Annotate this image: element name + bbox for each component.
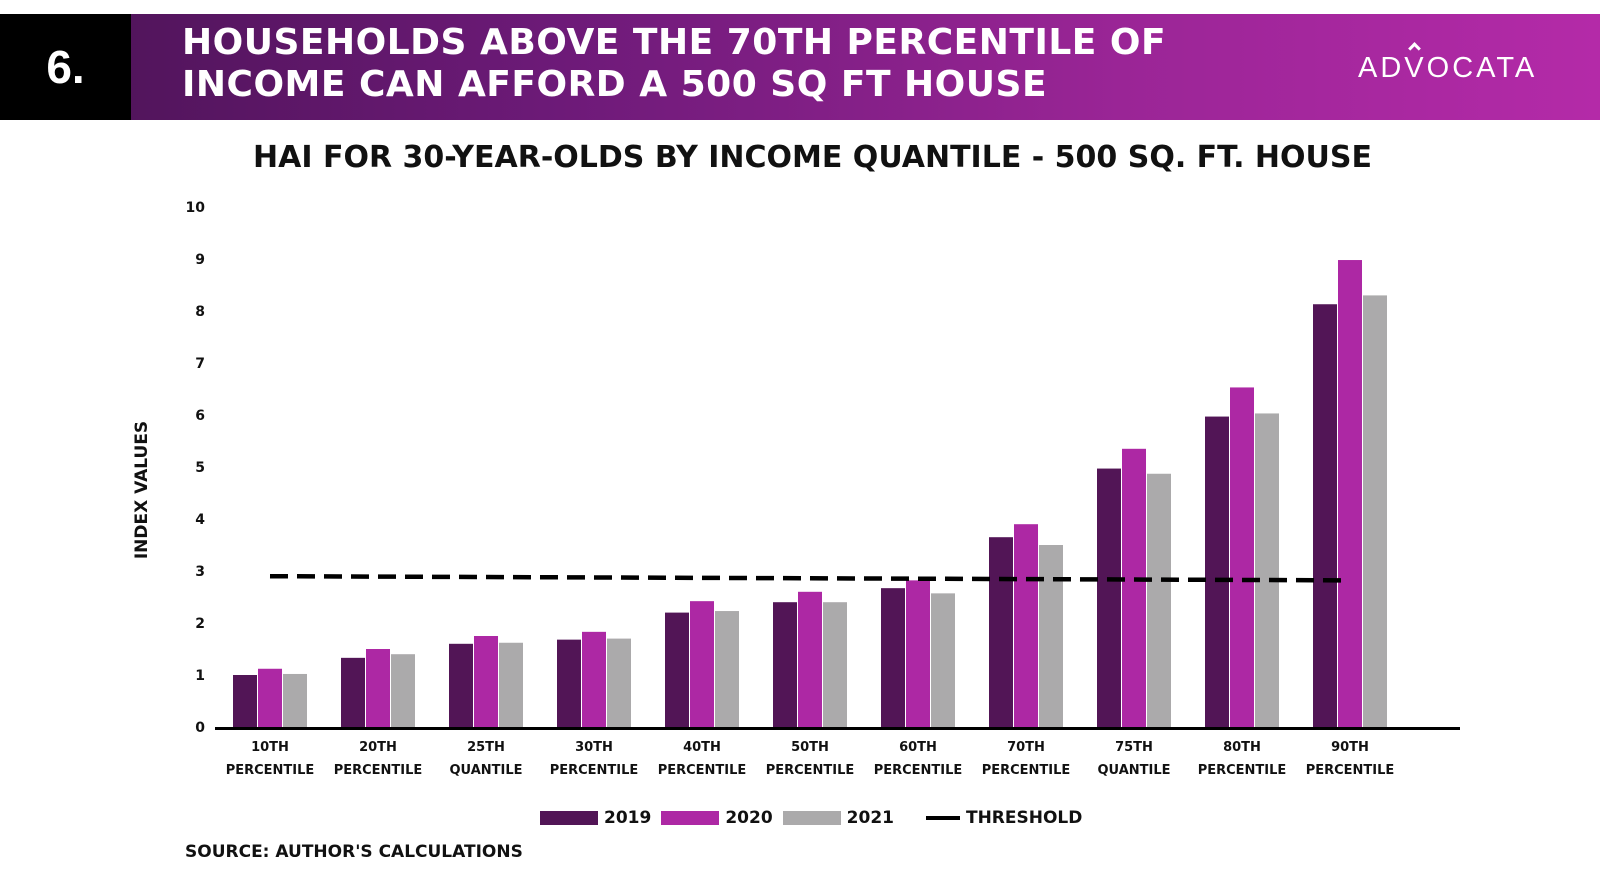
legend-label-2019: 2019 — [604, 808, 652, 828]
legend-item-threshold: THRESHOLD — [925, 808, 1083, 828]
bar-2020-50th-percentile — [798, 591, 822, 727]
x-tick-label: 60TH — [899, 740, 937, 755]
legend-label-threshold: THRESHOLD — [965, 808, 1083, 828]
x-tick-label: PERCENTILE — [550, 763, 639, 778]
x-tick-label: PERCENTILE — [1306, 763, 1395, 778]
x-tick-label: PERCENTILE — [334, 763, 423, 778]
bar-2020-10th-percentile — [258, 668, 282, 727]
y-axis-label-group: INDEX VALUES — [132, 421, 152, 559]
x-tick-label: PERCENTILE — [226, 763, 315, 778]
bar-2020-30th-percentile — [582, 631, 606, 727]
chart-title: HAI FOR 30-YEAR-OLDS BY INCOME QUANTILE … — [253, 140, 1372, 175]
x-tick-label: PERCENTILE — [766, 763, 855, 778]
legend-threshold-line — [925, 816, 960, 820]
legend-swatch-2021 — [782, 811, 841, 825]
source-note: SOURCE: AUTHOR'S CALCULATIONS — [185, 842, 523, 862]
bar-2020-25th-quantile — [474, 636, 498, 727]
bar-2021-50th-percentile — [823, 602, 847, 727]
legend-item-2021: 2021 — [782, 808, 894, 828]
bar-2019-30th-percentile — [557, 639, 581, 727]
bar-2020-70th-percentile — [1014, 524, 1038, 727]
x-tick-label: 30TH — [575, 740, 613, 755]
bar-2019-50th-percentile — [773, 602, 797, 727]
y-tick-label: 7 — [195, 356, 205, 372]
bar-2020-90th-percentile — [1338, 260, 1362, 727]
x-tick-label: 25TH — [467, 740, 505, 755]
x-tick-label: 80TH — [1223, 740, 1261, 755]
x-tick-label: 90TH — [1331, 740, 1369, 755]
x-tick-label: PERCENTILE — [874, 763, 963, 778]
bar-2021-25th-quantile — [499, 642, 523, 727]
bar-2019-20th-percentile — [341, 657, 365, 727]
x-tick-label: 70TH — [1007, 740, 1045, 755]
x-tick-label: 50TH — [791, 740, 829, 755]
bar-2021-75th-quantile — [1147, 473, 1171, 727]
x-tick-label: 10TH — [251, 740, 289, 755]
logo-text-wedge: V — [1404, 51, 1427, 84]
y-tick-label: 2 — [195, 616, 205, 632]
bar-2019-25th-quantile — [449, 643, 473, 727]
legend-swatch-2020 — [661, 811, 720, 825]
bar-2021-30th-percentile — [607, 638, 631, 727]
bar-2020-40th-percentile — [690, 601, 714, 727]
bar-2019-60th-percentile — [881, 588, 905, 727]
bar-2021-60th-percentile — [931, 593, 955, 727]
y-tick-label: 6 — [195, 408, 205, 424]
bar-2019-90th-percentile — [1313, 304, 1337, 727]
y-tick-label: 9 — [195, 252, 205, 268]
x-tick-label: 75TH — [1115, 740, 1153, 755]
x-tick-label: 40TH — [683, 740, 721, 755]
y-tick-label: 4 — [195, 512, 205, 528]
bar-2020-80th-percentile — [1230, 387, 1254, 727]
bar-2019-70th-percentile — [989, 537, 1013, 727]
y-tick-label: 5 — [195, 460, 205, 476]
x-tick-label: QUANTILE — [449, 763, 522, 778]
headline-line-1: HOUSEHOLDS ABOVE THE 70TH PERCENTILE OF — [182, 22, 1167, 63]
y-tick-label: 10 — [186, 200, 206, 216]
logo-text-start: AD — [1358, 51, 1405, 84]
legend-item-2020: 2020 — [661, 808, 773, 828]
x-tick-label: PERCENTILE — [982, 763, 1071, 778]
x-tick-label: 20TH — [359, 740, 397, 755]
y-tick-label: 1 — [195, 668, 205, 684]
legend-item-2019: 2019 — [540, 808, 651, 828]
x-tick-label: PERCENTILE — [658, 763, 747, 778]
bar-2019-10th-percentile — [233, 675, 257, 727]
logo-text-end: OCATA — [1426, 51, 1538, 84]
x-tick-label: PERCENTILE — [1198, 763, 1287, 778]
x-ticks: 10TH PERCENTILE 20TH PERCENTILE 25TH QUANTILE… — [226, 740, 1395, 778]
y-ticks: 0 1 2 3 4 5 6 7 8 9 10 — [186, 200, 206, 736]
advocata-logo: AD V OCATA — [1358, 50, 1548, 86]
bar-2021-10th-percentile — [283, 673, 307, 727]
headline-line-2: INCOME CAN AFFORD A 500 SQ FT HOUSE — [182, 64, 1048, 105]
bar-2021-20th-percentile — [391, 654, 415, 727]
bars — [233, 260, 1387, 727]
y-tick-label: 0 — [195, 720, 205, 736]
bar-2019-75th-quantile — [1097, 468, 1121, 727]
bar-2020-60th-percentile — [906, 580, 930, 727]
headline: HOUSEHOLDS ABOVE THE 70TH PERCENTILE OF … — [182, 22, 1182, 106]
header-banner — [0, 14, 1600, 120]
y-axis-label: INDEX VALUES — [132, 421, 152, 559]
bar-2021-40th-percentile — [715, 611, 739, 727]
bar-2019-80th-percentile — [1205, 416, 1229, 727]
threshold-line — [269, 573, 1351, 583]
legend-swatch-2019 — [540, 811, 598, 825]
bar-2021-90th-percentile — [1363, 295, 1387, 727]
y-tick-label: 3 — [195, 564, 205, 580]
bar-2021-80th-percentile — [1255, 413, 1279, 727]
x-tick-label: QUANTILE — [1097, 763, 1170, 778]
legend-label-2020: 2020 — [725, 808, 773, 828]
y-tick-label: 8 — [195, 304, 205, 320]
chart-legend: 2019 2020 2021 THRESHOLD — [540, 806, 1092, 830]
legend-label-2021: 2021 — [846, 808, 894, 828]
bar-2020-75th-quantile — [1122, 448, 1146, 727]
slide-number: 6. — [0, 14, 131, 120]
bar-2019-40th-percentile — [665, 612, 689, 727]
bar-2021-70th-percentile — [1039, 545, 1063, 727]
bar-2020-20th-percentile — [366, 649, 390, 727]
